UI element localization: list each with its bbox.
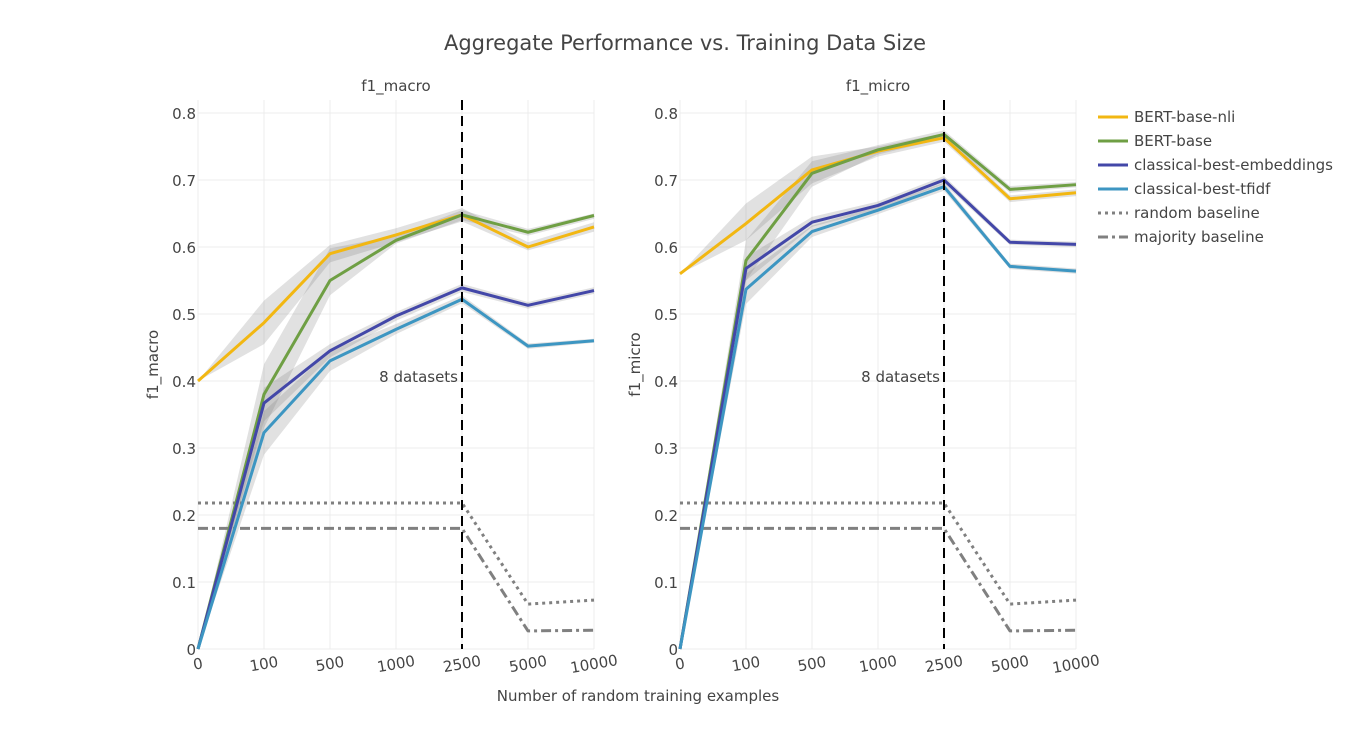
ci-band-BERT-base [198,210,594,649]
series-line-BERT-base [196,213,595,650]
series-line-random baseline [198,501,595,606]
y-tick-label: 0.7 [172,172,196,190]
y-tick-label: 0.6 [172,239,196,257]
x-tick-label: 10000 [569,651,619,677]
y-tick-label: 0.4 [172,373,196,391]
legend-label: classical-best-tfidf [1134,180,1271,198]
x-tick-label: 5000 [990,652,1031,676]
vline-label: 8 datasets [861,368,940,386]
legend-label: BERT-base [1134,132,1212,150]
panel-f1_macro: 0 0.1 0.2 0.3 0.4 0.5 0.6 0.7 0.8 0 100 500 1000 2500… [144,77,619,677]
y-tick-label: 0.3 [654,440,678,458]
x-tick-label: 5000 [508,652,549,676]
legend-item[interactable]: random baseline [1098,204,1260,222]
y-tick-label: 0.1 [654,574,678,592]
ci-band-classical-best-tfidf [198,295,594,649]
legend-label: random baseline [1134,204,1260,222]
x-tick-label: 0 [192,654,205,673]
y-tick-label: 0.2 [172,507,196,525]
y-tick-label: 0.8 [172,105,196,123]
x-tick-label: 100 [248,653,279,676]
x-tick-label: 500 [796,653,827,676]
legend[interactable]: BERT-base-nli BERT-base classical-best-emb… [1098,108,1333,246]
legend-item[interactable]: majority baseline [1098,228,1264,246]
y-axis-title: f1_macro [144,330,163,399]
series-line-classical-best-embeddings [196,286,595,650]
legend-label: majority baseline [1134,228,1264,246]
series-line-majority baseline [198,526,595,633]
series-line-majority baseline [680,526,1077,633]
x-tick-label: 10000 [1051,651,1101,677]
x-tick-label: 2500 [924,652,965,676]
chart-title: Aggregate Performance vs. Training Data … [444,31,926,55]
y-tick-label: 0.5 [654,306,678,324]
y-tick-label: 0.2 [654,507,678,525]
subplot-title: f1_micro [846,77,910,96]
y-tick-label: 0 [186,641,196,659]
series-line-classical-best-embeddings [678,178,1077,650]
y-tick-label: 0.4 [654,373,678,391]
legend-label: BERT-base-nli [1134,108,1235,126]
x-tick-label: 0 [674,654,687,673]
x-tick-label: 2500 [442,652,483,676]
y-tick-label: 0.5 [172,306,196,324]
series-line-BERT-base [678,132,1077,650]
y-tick-label: 0.3 [172,440,196,458]
legend-item[interactable]: classical-best-tfidf [1098,180,1271,198]
vline-label: 8 datasets [379,368,458,386]
x-tick-label: 100 [730,653,761,676]
x-tick-label: 1000 [376,652,417,676]
panel-f1_micro: 0 0.1 0.2 0.3 0.4 0.5 0.6 0.7 0.8 0 100 500 1000 2500… [626,77,1101,677]
x-axis-title: Number of random training examples [497,687,780,705]
y-tick-label: 0.8 [654,105,678,123]
series-line-classical-best-tfidf [196,297,595,650]
subplot-title: f1_macro [361,77,430,96]
y-tick-label: 0.1 [172,574,196,592]
legend-item[interactable]: BERT-base-nli [1098,108,1235,126]
y-axis-title: f1_micro [626,332,645,396]
x-tick-label: 1000 [858,652,899,676]
panels-layer: 00.10.20.30.40.50.60.70.80 100 500 1000 2500… [144,77,1101,677]
ci-band-BERT-base-nli [198,208,594,381]
series-line-classical-best-tfidf [678,185,1077,650]
series-line-BERT-base-nli [197,213,595,383]
legend-item[interactable]: classical-best-embeddings [1098,156,1333,174]
legend-item[interactable]: BERT-base [1098,132,1212,150]
y-tick-label: 0 [668,641,678,659]
y-tick-label: 0.7 [654,172,678,190]
series-line-random baseline [680,501,1077,606]
legend-label: classical-best-embeddings [1134,156,1333,174]
x-tick-label: 500 [314,653,345,676]
y-tick-label: 0.6 [654,239,678,257]
